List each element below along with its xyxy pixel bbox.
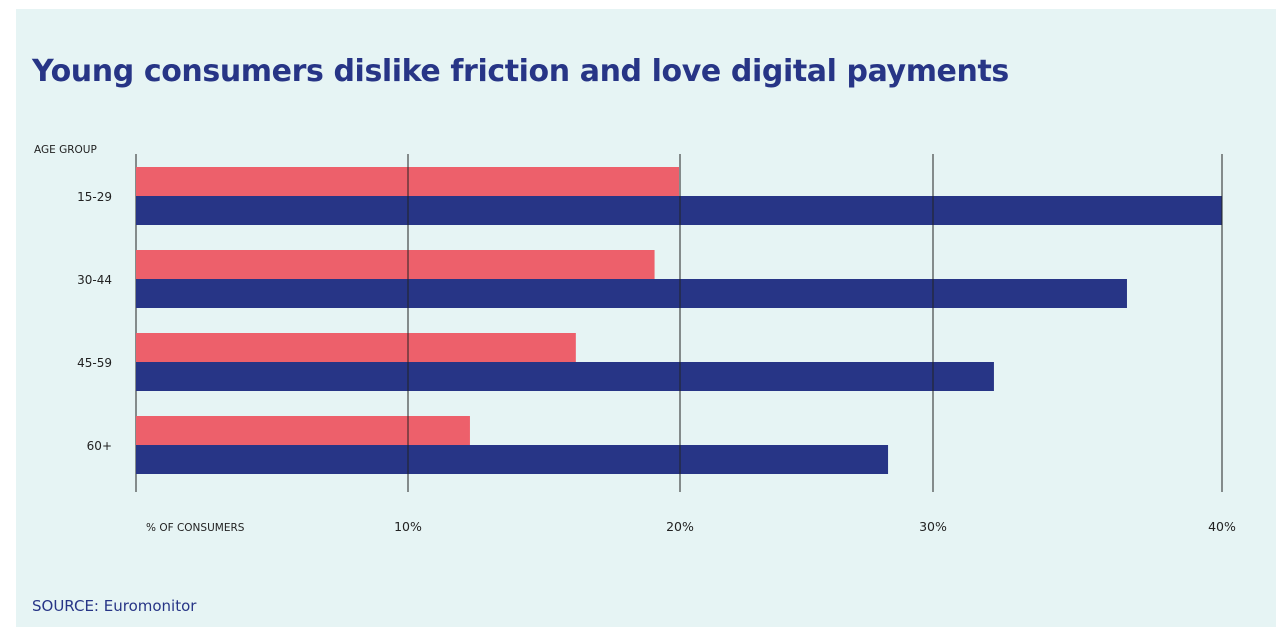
category-label-45-59: 45-59 [77, 356, 112, 370]
bar-60+-0 [136, 416, 470, 445]
bar-30-44-1 [136, 279, 1127, 308]
bar-15-29-1 [136, 196, 1222, 225]
bar-60+-1 [136, 445, 889, 474]
category-label-15-29: 15-29 [77, 190, 112, 204]
bar-45-59-0 [136, 333, 576, 362]
x-tick-label-40: 40% [1208, 519, 1236, 534]
grid-overlay [407, 154, 1223, 492]
x-tick-label-10: 10% [394, 519, 422, 534]
chart-panel [16, 9, 1276, 627]
x-axis-label: % OF CONSUMERS [146, 522, 245, 534]
category-label-30-44: 30-44 [77, 273, 112, 287]
bar-45-59-1 [136, 362, 994, 391]
source-note: SOURCE: Euromonitor [32, 597, 197, 615]
bars [136, 167, 1222, 474]
labels: 15-29 30-44 45-59 60+ AGE GROUP % OF CONSUMER… [34, 144, 1236, 534]
category-label-60+: 60+ [87, 439, 112, 453]
y-axis-label: AGE GROUP [34, 144, 97, 156]
bar-30-44-0 [136, 250, 655, 279]
x-tick-label-20: 20% [666, 519, 694, 534]
chart-title: Young consumers dislike friction and lov… [32, 54, 1009, 89]
x-tick-label-30: 30% [919, 519, 947, 534]
